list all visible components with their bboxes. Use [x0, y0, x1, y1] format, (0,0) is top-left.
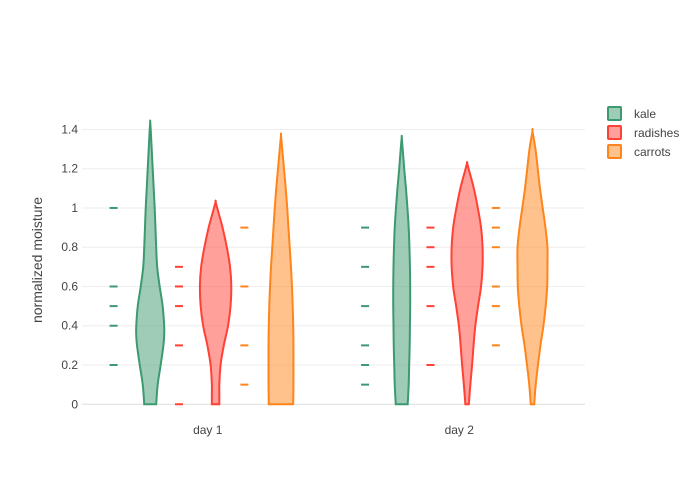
legend-swatch [607, 125, 622, 140]
violin-radishes-day-1[interactable] [198, 199, 233, 406]
legend: kale radishes carrots [607, 106, 679, 159]
y-tick-label: 1.4 [61, 122, 78, 136]
violin-radishes-day-2[interactable] [450, 161, 484, 406]
y-tick-label: 1.2 [61, 162, 78, 176]
series-carrots [240, 128, 549, 406]
x-axis: day 1 day 2 [193, 423, 474, 437]
legend-item-kale[interactable]: kale [607, 106, 656, 121]
legend-item-carrots[interactable]: carrots [607, 144, 671, 159]
plot-area [109, 119, 549, 406]
series-radishes [174, 161, 484, 406]
legend-label: carrots [634, 145, 671, 159]
violin-kale-day-2[interactable] [392, 134, 412, 406]
legend-item-radishes[interactable]: radishes [607, 125, 679, 140]
legend-swatch [607, 106, 622, 121]
x-tick-label: day 2 [445, 423, 475, 437]
legend-label: radishes [634, 126, 679, 140]
legend-swatch [607, 144, 622, 159]
legend-label: kale [634, 107, 656, 121]
violin-carrots-day-1[interactable] [267, 132, 295, 406]
violin-kale-day-1[interactable] [135, 119, 166, 406]
y-tick-label: 0.8 [61, 240, 78, 254]
y-axis: 0 0.2 0.4 0.6 0.8 1 1.2 1.4 [61, 122, 78, 411]
x-tick-label: day 1 [193, 423, 223, 437]
y-tick-label: 0.4 [61, 319, 78, 333]
grid-layer [82, 128, 585, 405]
y-axis-title: normalized moisture [29, 197, 45, 323]
violin-carrots-day-2[interactable] [516, 128, 549, 406]
y-tick-label: 0 [71, 397, 78, 411]
y-tick-label: 1 [71, 201, 78, 215]
y-tick-label: 0.6 [61, 279, 78, 293]
y-tick-label: 0.2 [61, 358, 78, 372]
series-kale [109, 119, 412, 406]
